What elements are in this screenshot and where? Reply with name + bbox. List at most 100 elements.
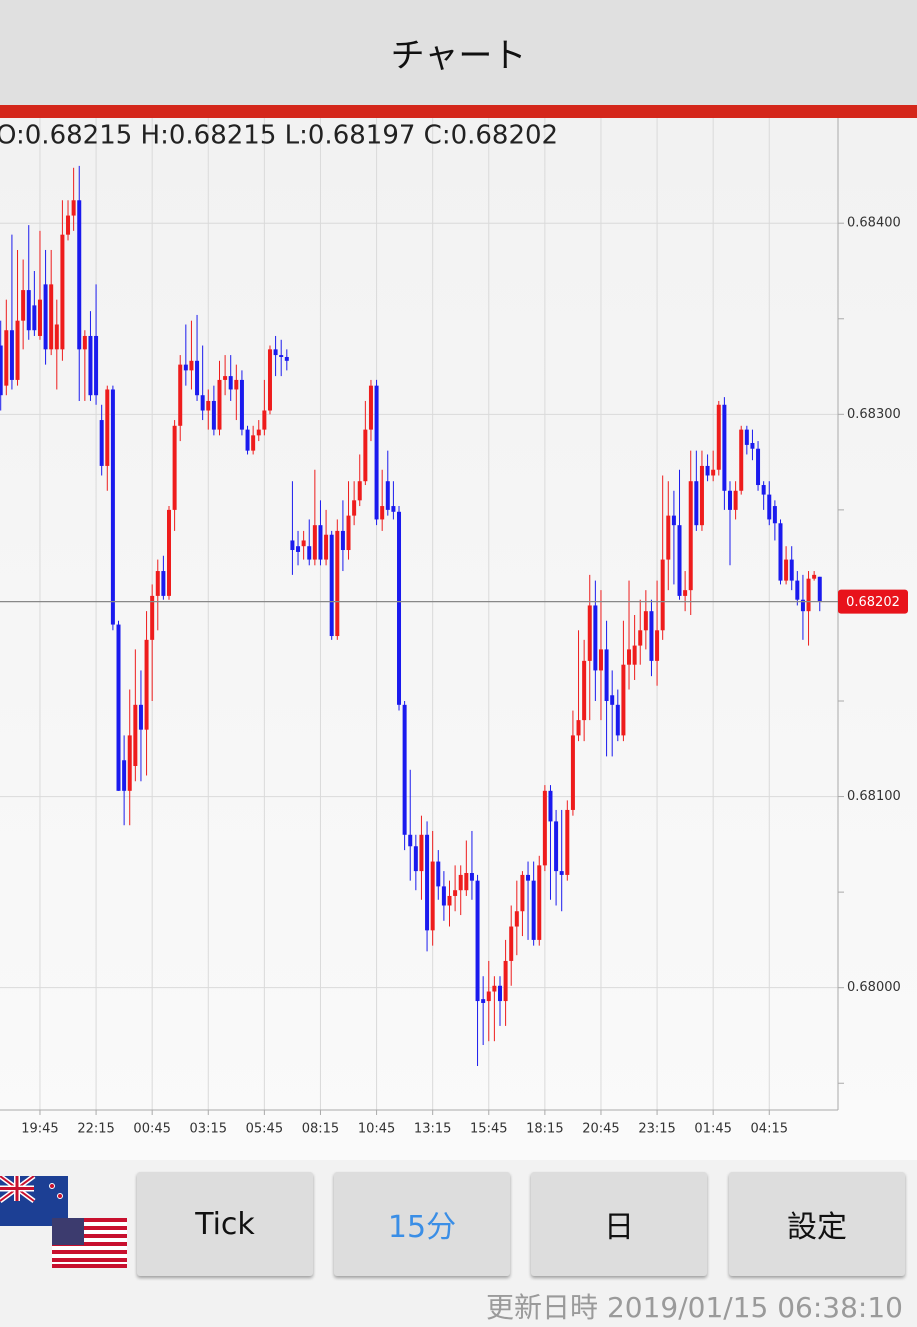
candle-body	[385, 481, 390, 510]
candle-body	[267, 349, 272, 411]
currency-flags	[0, 1176, 127, 1268]
candle-body	[441, 886, 446, 906]
candle-body	[778, 523, 783, 581]
candle-body	[178, 364, 183, 426]
candle-body	[368, 385, 373, 430]
candle-body	[526, 874, 531, 881]
settings-button[interactable]: 設定	[729, 1172, 905, 1276]
x-tick-label: 05:45	[246, 1122, 283, 1137]
candle-body	[217, 379, 222, 430]
candle-body	[4, 330, 9, 386]
candle-body	[453, 890, 458, 896]
tick-button[interactable]: Tick	[137, 1172, 313, 1276]
current-price-box	[838, 589, 908, 614]
candle-body	[71, 200, 76, 216]
candle-body	[77, 200, 82, 350]
candle-body	[32, 305, 37, 331]
candle-body	[728, 490, 732, 510]
candle-body	[116, 624, 121, 791]
candle-body	[722, 404, 727, 491]
candle-body	[374, 385, 379, 520]
candle-body	[683, 590, 688, 596]
y-tick-label: 0.68400	[847, 216, 901, 231]
candle-body	[649, 611, 654, 661]
candle-body	[167, 509, 171, 596]
candle-body	[318, 525, 323, 560]
candle-body	[492, 985, 497, 992]
candle-body	[671, 515, 676, 526]
candle-body	[340, 530, 345, 551]
candle-body	[402, 704, 407, 835]
candle-body	[812, 574, 817, 579]
candle-body	[144, 639, 149, 730]
candle-body	[161, 571, 166, 596]
candle-body	[228, 376, 233, 390]
candle-body	[716, 404, 721, 470]
candle-body	[638, 630, 643, 646]
candle-body	[739, 429, 744, 491]
candle-body	[537, 865, 542, 940]
grid	[0, 118, 838, 1110]
candle-body	[436, 861, 441, 887]
15min-button[interactable]: 15分	[334, 1172, 510, 1276]
candle-body	[324, 534, 329, 560]
x-tick-label: 10:45	[358, 1122, 395, 1137]
candle-body	[82, 335, 87, 350]
title: チャート	[390, 36, 527, 76]
candle-body	[60, 234, 65, 350]
candle-body	[21, 290, 26, 321]
candle-body	[0, 345, 3, 396]
candle-body	[312, 525, 317, 560]
candle-body	[122, 760, 127, 791]
candle-body	[497, 985, 502, 1002]
y-tick-label: 0.68100	[847, 789, 901, 804]
candle-body	[688, 481, 693, 591]
candle-body	[699, 465, 704, 526]
candle-body	[284, 356, 289, 361]
candle-body	[548, 790, 553, 822]
candle-body	[621, 664, 626, 736]
candle-body	[273, 349, 278, 356]
candle-body	[744, 429, 749, 445]
candle-body	[632, 645, 637, 665]
candle-body	[195, 360, 200, 396]
candle-body	[655, 630, 660, 661]
candle-body	[94, 335, 99, 396]
update-value: 2019/01/15 06:38:10	[606, 1291, 903, 1324]
day-button[interactable]: 日	[531, 1172, 707, 1276]
candle-body	[391, 506, 396, 512]
candle-body	[329, 534, 334, 637]
candle-body	[565, 809, 570, 875]
candle-body	[262, 410, 267, 430]
candle-body	[772, 506, 777, 524]
candle-body	[554, 821, 559, 872]
candle-body	[49, 284, 54, 350]
candle-body	[593, 605, 598, 671]
candle-body	[598, 649, 603, 671]
candle-body	[54, 324, 59, 350]
candle-body	[189, 360, 194, 371]
candle-body	[206, 400, 211, 411]
candle-body	[486, 991, 491, 1002]
button-label: Tick	[195, 1206, 255, 1242]
candle-body	[239, 379, 244, 430]
candle-body	[464, 873, 469, 891]
candle-body	[413, 846, 418, 872]
x-tick-label: 18:15	[526, 1122, 563, 1137]
candle-body	[615, 704, 620, 736]
candle-body	[352, 500, 357, 516]
candle-body	[795, 580, 800, 600]
candle-body	[251, 435, 256, 451]
x-tick-label: 22:15	[77, 1122, 114, 1137]
candle-body	[750, 442, 755, 449]
candle-body	[570, 735, 575, 810]
candle-body	[138, 704, 143, 730]
candle-body	[172, 425, 177, 510]
candle-body	[677, 525, 682, 596]
candle-body	[200, 395, 205, 411]
button-label: 日	[604, 1210, 634, 1245]
candle-body	[183, 364, 188, 371]
candle-body	[800, 599, 805, 612]
candle-body	[559, 871, 564, 875]
